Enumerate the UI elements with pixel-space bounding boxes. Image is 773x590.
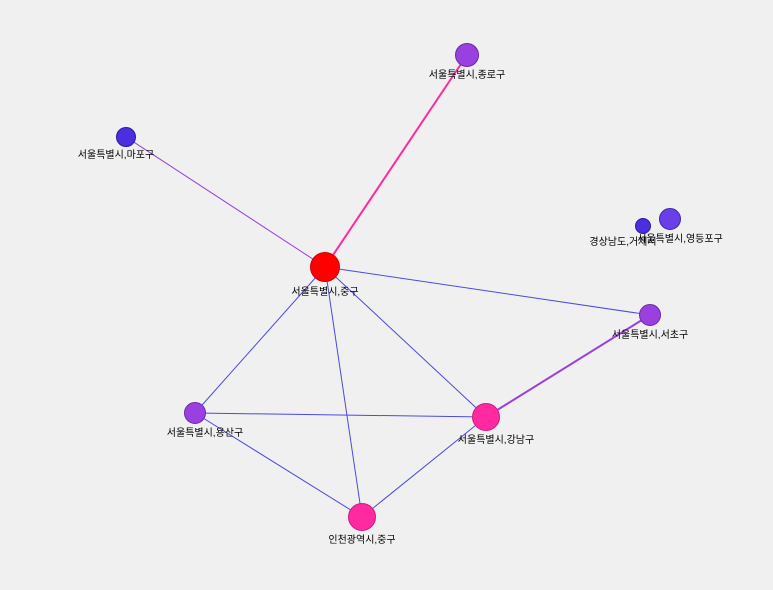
node-yeongdp[interactable] [659, 208, 681, 230]
edge-jung-mapo [126, 137, 325, 267]
node-mapo[interactable] [116, 127, 136, 147]
edges-layer [0, 0, 773, 590]
node-label-geoje: 경상남도,거제시 [589, 237, 656, 248]
edge-jung-incheon [325, 267, 362, 517]
edge-gangnam-incheon [362, 417, 486, 517]
node-label-gangnam: 서울특별시,강남구 [458, 435, 534, 446]
node-yongsan[interactable] [184, 402, 206, 424]
edge-jung-seocho [325, 267, 650, 315]
edge-jung-jongno [325, 55, 467, 267]
node-seocho[interactable] [639, 304, 661, 326]
node-label-mapo: 서울특별시,마포구 [78, 150, 154, 161]
node-label-incheon: 인천광역시,중구 [328, 535, 395, 546]
node-label-jung: 서울특별시,중구 [291, 287, 358, 298]
node-label-jongno: 서울특별시,종로구 [429, 70, 505, 81]
node-incheon[interactable] [348, 503, 376, 531]
node-jung[interactable] [310, 252, 340, 282]
node-geoje[interactable] [635, 218, 651, 234]
node-gangnam[interactable] [472, 403, 500, 431]
edge-gangnam-yongsan [195, 413, 486, 417]
node-label-seocho: 서울특별시,서초구 [612, 330, 688, 341]
node-label-yongsan: 서울특별시,용산구 [167, 428, 243, 439]
network-graph: 서울특별시,중구 서울특별시,종로구서울특별시,마포구서울특별시,강남구 서울특별시… [0, 0, 773, 590]
node-jongno[interactable] [455, 43, 479, 67]
